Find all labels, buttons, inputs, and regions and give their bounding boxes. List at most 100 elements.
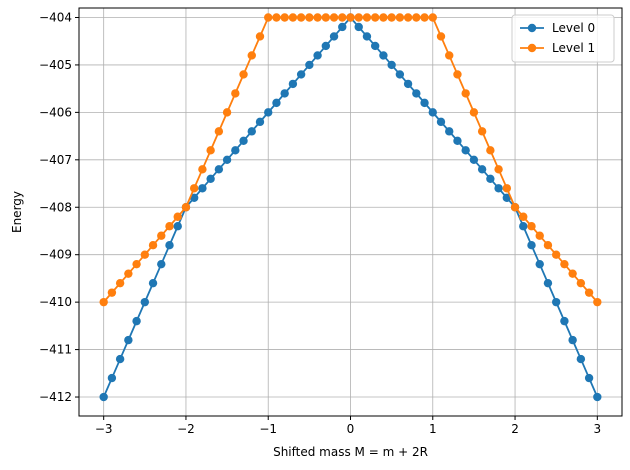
y-tick-label: −406 [39, 105, 72, 119]
data-point [338, 13, 347, 22]
data-point [436, 117, 446, 127]
data-point [305, 60, 314, 70]
legend-item: Level 1 [520, 41, 595, 55]
data-point [527, 222, 536, 231]
data-point [568, 269, 577, 278]
data-point [255, 117, 265, 127]
data-point [403, 13, 413, 22]
data-point [477, 165, 487, 174]
data-point [173, 212, 182, 221]
data-point [313, 51, 322, 60]
y-tick-label: −404 [39, 10, 72, 24]
data-point [272, 13, 281, 22]
data-point [445, 127, 454, 136]
data-point [222, 108, 232, 117]
data-point [527, 241, 536, 250]
data-point [387, 60, 396, 70]
data-point [362, 13, 372, 22]
y-tick-label: −411 [39, 343, 72, 357]
y-tick-label: −410 [39, 295, 72, 309]
legend-label: Level 0 [552, 21, 595, 35]
data-point [264, 108, 273, 117]
data-point [576, 278, 586, 288]
data-point [124, 335, 133, 345]
data-point [107, 288, 117, 297]
data-point [329, 32, 339, 41]
data-point [157, 231, 166, 240]
data-point [428, 13, 437, 22]
data-point [412, 13, 421, 22]
data-point [313, 13, 322, 22]
data-point [247, 51, 256, 60]
data-point [543, 241, 553, 250]
data-point [338, 22, 347, 32]
grid [79, 8, 622, 416]
data-point [280, 13, 289, 22]
legend-marker [527, 23, 537, 33]
legend-marker [527, 43, 537, 53]
x-tick-label: 2 [511, 422, 519, 436]
data-point [214, 165, 224, 174]
data-point [148, 278, 158, 288]
data-point [288, 79, 298, 89]
data-point [593, 392, 602, 402]
data-point [107, 373, 117, 383]
data-point [354, 13, 363, 22]
data-point [140, 250, 150, 259]
data-point [436, 32, 446, 41]
data-point [247, 127, 256, 136]
data-point [255, 32, 265, 41]
data-point [222, 155, 232, 165]
data-point [477, 127, 487, 136]
y-tick-label: −405 [39, 58, 72, 72]
data-point [560, 316, 569, 326]
data-point [157, 259, 166, 269]
data-point [519, 212, 528, 221]
data-point [395, 70, 405, 79]
data-point [387, 13, 396, 22]
data-point [206, 146, 215, 155]
data-point [239, 70, 248, 79]
data-point [428, 108, 437, 117]
data-point [296, 70, 306, 79]
legend: Level 0 Level 1 [511, 14, 615, 63]
data-point [115, 278, 125, 288]
data-point [461, 146, 470, 155]
y-axis: −412 −411 −410 −409 −408 −407 −406 −405 −404 [39, 10, 79, 404]
data-point [445, 51, 454, 60]
data-point [584, 373, 594, 383]
data-point [494, 184, 503, 193]
data-point [519, 222, 528, 231]
x-tick-label: −2 [177, 422, 195, 436]
data-point [132, 316, 141, 326]
data-point [264, 13, 273, 22]
data-point [354, 22, 363, 32]
x-axis-label: Shifted mass M = m + 2R [273, 445, 428, 459]
data-point [231, 89, 240, 98]
data-point [486, 146, 495, 155]
data-point [453, 136, 462, 146]
data-point [469, 108, 479, 117]
data-point [198, 165, 207, 174]
data-point [280, 89, 289, 98]
data-point [305, 13, 314, 22]
data-point [469, 155, 479, 165]
data-point [593, 297, 602, 307]
y-tick-label: −412 [39, 390, 72, 404]
data-point [346, 13, 355, 22]
data-point [395, 13, 405, 22]
y-tick-label: −409 [39, 248, 72, 262]
data-point [502, 184, 512, 193]
data-point [420, 13, 429, 22]
data-point [140, 297, 150, 307]
data-point [99, 297, 108, 307]
data-point [412, 89, 421, 98]
x-tick-label: −1 [259, 422, 277, 436]
data-point [551, 297, 561, 307]
data-point [568, 335, 577, 345]
data-point [206, 174, 215, 183]
data-point [189, 184, 199, 193]
data-point [148, 241, 158, 250]
data-point [198, 184, 207, 193]
